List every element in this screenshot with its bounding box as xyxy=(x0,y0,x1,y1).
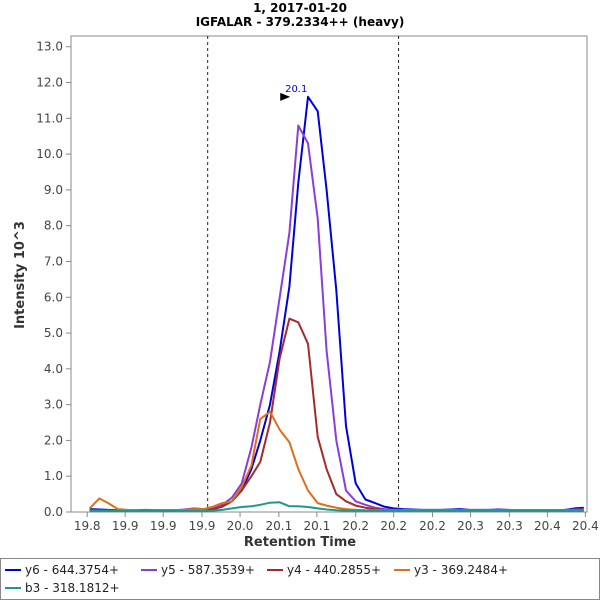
x-tick-label: 19.9 xyxy=(150,519,177,533)
y-tick-label: 4.0 xyxy=(44,362,63,376)
x-axis-label: Retention Time xyxy=(244,535,356,550)
legend-item: y3 - 369.2484+ xyxy=(394,563,508,577)
y-tick-label: 13.0 xyxy=(36,40,63,54)
legend-item: y5 - 587.3539+ xyxy=(141,563,255,577)
x-tick-label: 20.2 xyxy=(380,519,407,533)
x-tick-label: 20.3 xyxy=(496,519,523,533)
legend-label: b3 - 318.1812+ xyxy=(25,581,120,595)
y-tick-label: 9.0 xyxy=(44,183,63,197)
series-line-b3 xyxy=(89,501,584,512)
x-tick-label: 20.3 xyxy=(457,519,484,533)
x-tick-label: 20.4 xyxy=(572,519,599,533)
x-tick-label: 19.9 xyxy=(189,519,216,533)
y-tick-label: 10.0 xyxy=(36,147,63,161)
y-tick-label: 1.0 xyxy=(44,469,63,483)
legend-swatch xyxy=(5,587,21,589)
x-tick-label: 20.1 xyxy=(265,519,292,533)
y-tick-label: 5.0 xyxy=(44,326,63,340)
legend-item: y4 - 440.2855+ xyxy=(267,563,381,577)
x-tick-label: 20.0 xyxy=(227,519,254,533)
y-tick-label: 6.0 xyxy=(44,290,63,304)
peak-marker-arrow xyxy=(280,92,291,101)
y-tick-label: 2.0 xyxy=(44,433,63,447)
x-tick-label: 19.8 xyxy=(74,519,101,533)
legend-label: y5 - 587.3539+ xyxy=(161,563,256,577)
y-tick-label: 7.0 xyxy=(44,254,63,268)
x-tick-label: 20.1 xyxy=(304,519,331,533)
plot-area xyxy=(70,35,588,513)
chart-title: 1, 2017-01-20 xyxy=(253,1,347,15)
legend-label: y6 - 644.3754+ xyxy=(25,563,120,577)
x-tick-label: 20.4 xyxy=(534,519,561,533)
legend-item: b3 - 318.1812+ xyxy=(5,581,120,595)
chart-subtitle: IGFALAR - 379.2334++ (heavy) xyxy=(196,15,405,29)
chromatogram-chart: 1, 2017-01-20 IGFALAR - 379.2334++ (heav… xyxy=(13,1,599,550)
y-tick-label: 8.0 xyxy=(44,219,63,233)
y-tick-label: 3.0 xyxy=(44,398,63,412)
x-tick-label: 19.9 xyxy=(112,519,139,533)
x-tick-label: 20.2 xyxy=(342,519,369,533)
legend-label: y3 - 369.2484+ xyxy=(414,563,509,577)
legend-label: y4 - 440.2855+ xyxy=(287,563,382,577)
legend-item: y6 - 644.3754+ xyxy=(5,563,119,577)
y-tick-label: 12.0 xyxy=(36,76,63,90)
legend-swatch xyxy=(267,569,283,571)
peak-label: 20.1 xyxy=(285,84,307,95)
legend-swatch xyxy=(394,569,410,571)
y-axis-label: Intensity 10^3 xyxy=(13,221,28,329)
x-tick-label: 20.2 xyxy=(419,519,446,533)
legend: y6 - 644.3754+ y5 - 587.3539+ y4 - 440.285… xyxy=(0,558,600,600)
legend-swatch xyxy=(141,569,157,571)
y-tick-label: 11.0 xyxy=(36,111,63,125)
y-tick-label: 0.0 xyxy=(44,505,63,519)
legend-swatch xyxy=(5,569,21,571)
